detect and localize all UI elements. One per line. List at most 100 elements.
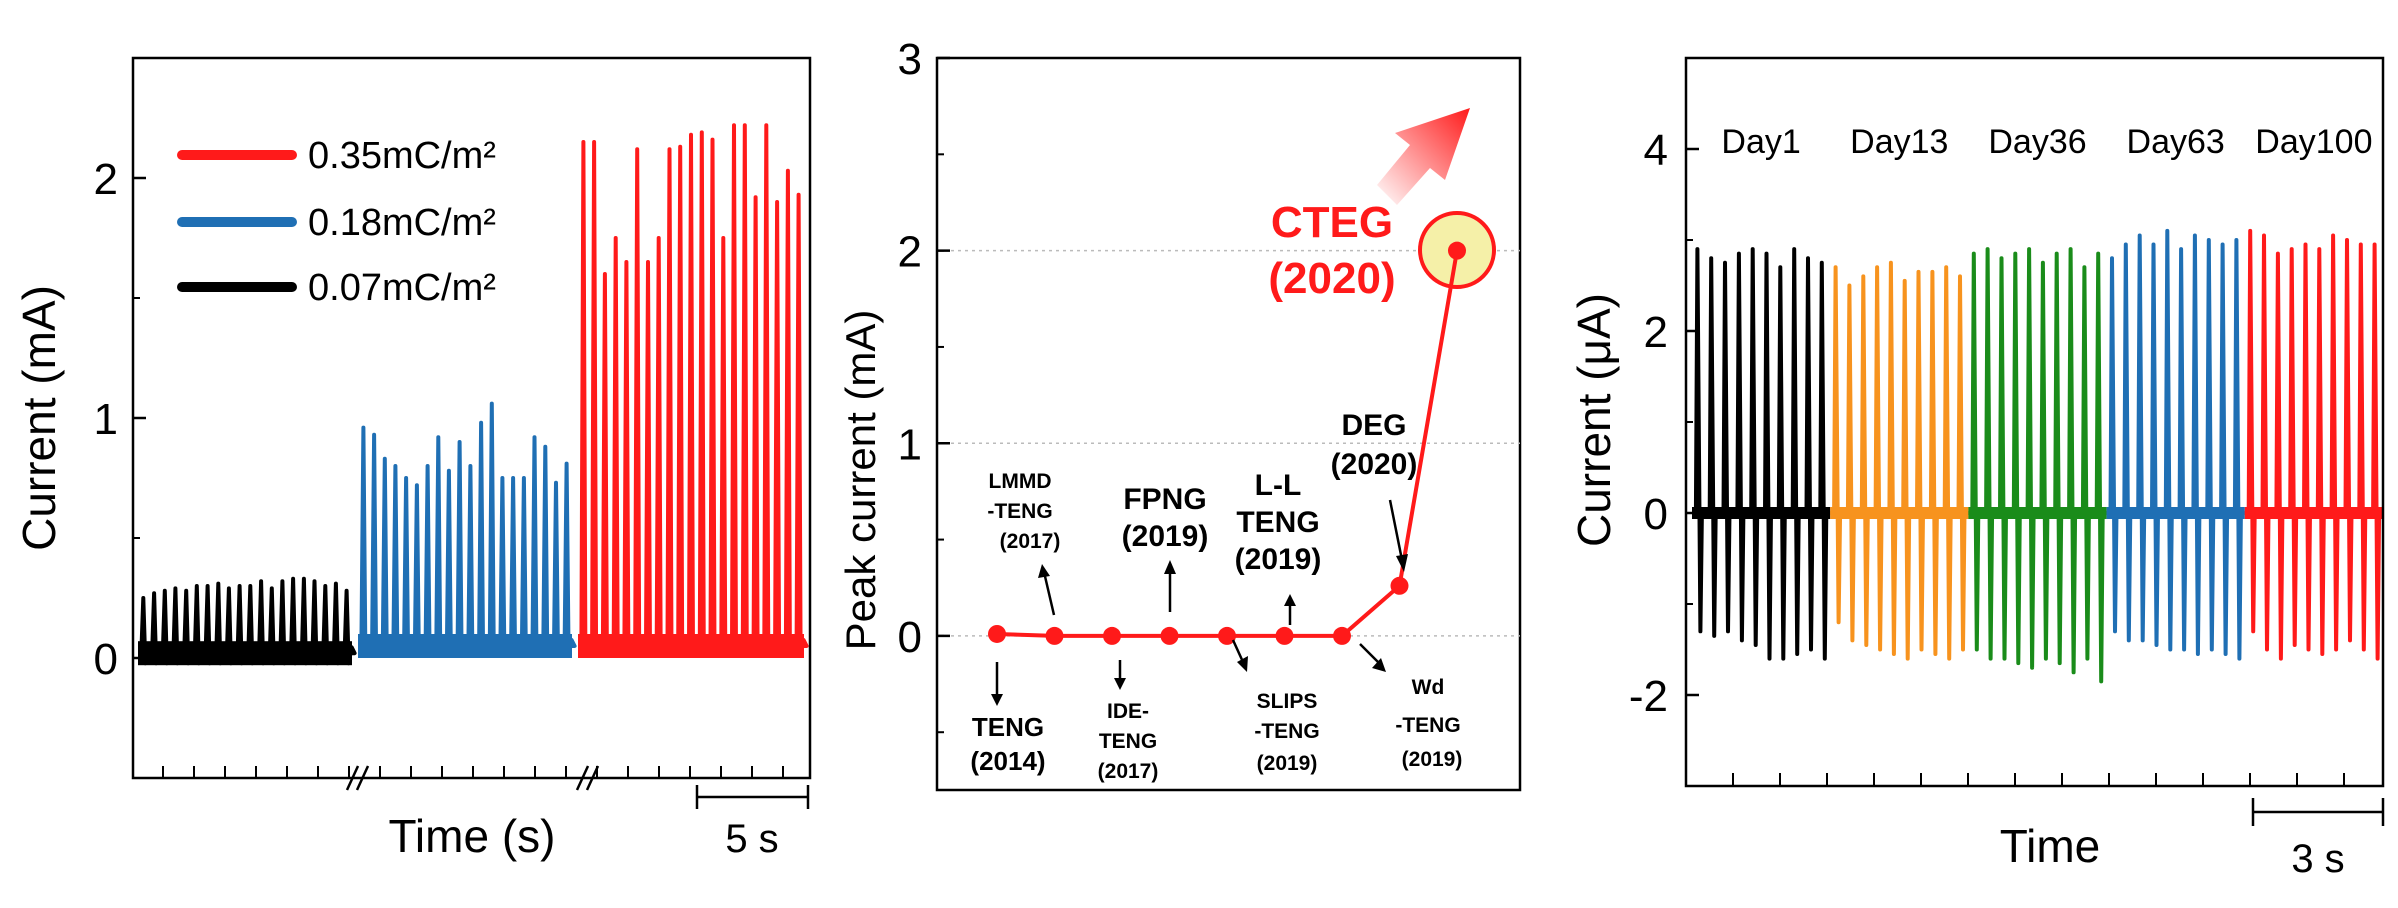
- data-point-3: [1160, 626, 1179, 645]
- svg-text:-TENG: -TENG: [1395, 714, 1460, 737]
- data-point-2: [1103, 626, 1121, 645]
- trace-day100: [2244, 228, 2383, 661]
- panel1-scale-bar-label: 5 s: [725, 817, 778, 861]
- data-point-5: [1275, 626, 1294, 645]
- data-point-7: [1390, 576, 1409, 595]
- annotation-cteg-2020: CTEG (2020): [1268, 198, 1395, 303]
- annotation-slips-teng-2019: SLIPS -TENG (2019): [1231, 639, 1320, 775]
- baseline-band-0: [138, 641, 352, 666]
- svg-text:TENG: TENG: [972, 712, 1044, 742]
- annotation-deg-2020: DEG (2020): [1331, 409, 1418, 572]
- svg-text:L-L: L-L: [1255, 469, 1302, 502]
- legend-label-0.35: 0.35mC/m²: [308, 135, 496, 177]
- svg-text:(2014): (2014): [970, 746, 1045, 776]
- svg-text:Wd: Wd: [1412, 676, 1445, 699]
- series-line-1: [1830, 260, 1969, 661]
- svg-text:(2017): (2017): [1098, 760, 1159, 783]
- day-label-day36: Day36: [1988, 123, 2086, 161]
- ytick-label-2: 0: [1644, 490, 1668, 539]
- svg-text:(2019): (2019): [1257, 752, 1318, 775]
- panel2-y-axis-title: Peak current (mA): [837, 310, 884, 651]
- svg-text:TENG: TENG: [1099, 730, 1157, 753]
- svg-text:(2019): (2019): [1235, 543, 1322, 576]
- trace-series-1: [358, 401, 577, 658]
- svg-text:(2020): (2020): [1268, 254, 1395, 303]
- axis-break: [345, 765, 600, 791]
- panel-peak-current-comparison: 0 1 2 3 Peak current (mA) TENG (2014) LMMD …: [837, 35, 1522, 792]
- annotation-ide-teng-2017: IDE- TENG (2017): [1098, 660, 1159, 783]
- data-point-1: [1045, 626, 1064, 645]
- baseline-band-2: [578, 634, 804, 658]
- data-point-6: [1333, 626, 1351, 645]
- svg-text:(2019): (2019): [1402, 748, 1463, 771]
- svg-text:-TENG: -TENG: [987, 500, 1052, 523]
- day-label-day100: Day100: [2255, 123, 2372, 161]
- trend-arrow-icon: [1377, 108, 1470, 205]
- svg-text:(2017): (2017): [1000, 530, 1061, 553]
- panel2-ticks: [937, 56, 950, 734]
- svg-text:DEG: DEG: [1341, 409, 1406, 442]
- svg-text:FPNG: FPNG: [1123, 483, 1206, 516]
- annotation-wd-teng-2019: Wd -TENG (2019): [1359, 643, 1463, 771]
- trace-day63: [2106, 228, 2245, 661]
- panel2-annotations: TENG (2014) LMMD -TENG (2017) IDE- TENG …: [970, 198, 1462, 783]
- panel3-day-labels: Day1 Day13 Day36 Day63 Day100: [1721, 123, 2372, 161]
- annotation-teng-2014: TENG (2014): [970, 662, 1046, 776]
- series-line-0: [1692, 247, 1831, 661]
- annotation-ll-teng-2019: L-L TENG (2019): [1235, 469, 1322, 625]
- svg-text:IDE-: IDE-: [1107, 700, 1149, 723]
- ytick-label-0: 0: [898, 613, 922, 662]
- panel3-traces: [1692, 228, 2383, 684]
- legend-label-0.18: 0.18mC/m²: [308, 202, 496, 244]
- series-line-4: [2244, 228, 2383, 661]
- panel3-y-axis-title: Current (μA): [1568, 293, 1620, 547]
- trace-day36: [1968, 247, 2107, 684]
- panel3-scale-bar-label: 3 s: [2291, 837, 2344, 881]
- trace-series-0: [138, 576, 357, 666]
- ytick-label-1: 1: [94, 395, 118, 444]
- svg-text:LMMD: LMMD: [989, 470, 1052, 493]
- panel1-ticks: [133, 57, 784, 779]
- day-label-day1: Day1: [1721, 123, 1800, 161]
- ytick-label-2: 2: [898, 228, 922, 277]
- baseline-band-3: [2106, 507, 2245, 519]
- panel3-y-tick-labels: 4 2 0 -2: [1629, 126, 1668, 721]
- ytick-label-3: 3: [898, 35, 922, 84]
- panel2-trend-line: [988, 241, 1466, 645]
- baseline-band-2: [1968, 507, 2107, 519]
- ytick-label-1: 1: [898, 420, 922, 469]
- ytick-label-1: 2: [1644, 308, 1668, 357]
- panel3-x-axis-title: Time: [2000, 820, 2101, 872]
- panel3-scale-bar: 3 s: [2251, 798, 2385, 881]
- panel3-ticks: [1686, 57, 2345, 787]
- ytick-label-0: 4: [1644, 126, 1668, 175]
- series-line-2: [1968, 247, 2107, 684]
- panel2-axes-frame: [935, 56, 1522, 792]
- svg-text:TENG: TENG: [1236, 506, 1319, 539]
- ytick-label-2: 2: [94, 155, 118, 204]
- data-point-0: [988, 624, 1006, 643]
- panel1-scale-bar: 5 s: [695, 785, 810, 861]
- ytick-label-3: -2: [1629, 672, 1668, 721]
- annotation-lmmd-teng-2017: LMMD -TENG (2017): [987, 470, 1061, 616]
- series-line-2: [578, 123, 809, 658]
- series-line-3: [2106, 228, 2245, 661]
- svg-text:CTEG: CTEG: [1271, 198, 1393, 247]
- series-line-1: [358, 401, 577, 658]
- panel1-y-axis-title: Current (mA): [13, 285, 65, 551]
- legend-label-0.07: 0.07mC/m²: [308, 267, 496, 309]
- day-label-day63: Day63: [2127, 123, 2225, 161]
- trace-day1: [1692, 247, 1831, 661]
- baseline-band-4: [2244, 507, 2383, 519]
- panel1-legend: 0.35mC/m² 0.18mC/m² 0.07mC/m²: [177, 135, 496, 309]
- panel2-y-tick-labels: 0 1 2 3: [898, 35, 922, 662]
- svg-text:(2019): (2019): [1122, 520, 1209, 553]
- annotation-fpng-2019: FPNG (2019): [1122, 483, 1209, 612]
- svg-text:(2020): (2020): [1331, 448, 1418, 481]
- panel2-gridlines: [937, 249, 1520, 637]
- panel1-x-axis-title: Time (s): [389, 810, 556, 862]
- svg-text:-TENG: -TENG: [1254, 720, 1319, 743]
- panel-stability-current: 4 2 0 -2 Day1 Day13 Day36 Day63 Day100 Current …: [1568, 56, 2385, 881]
- panel-charge-density-current: 0 1 2 Current (mA) Time (s) 5 s 0.35mC/m² …: [13, 56, 812, 862]
